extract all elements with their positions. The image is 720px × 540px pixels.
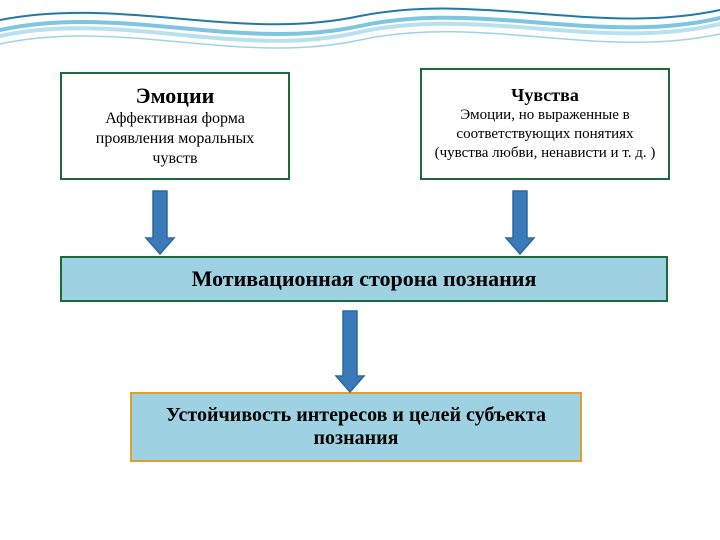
arrow-emotions-down: [144, 190, 176, 256]
emotions-box: Эмоции Аффективная форма проявления мора…: [60, 72, 290, 180]
motivation-title: Мотивационная сторона познания: [192, 266, 537, 292]
stability-box: Устойчивость интересов и целей субъекта …: [130, 392, 582, 462]
feelings-title: Чувства: [511, 85, 579, 106]
motivation-box: Мотивационная сторона познания: [60, 256, 668, 302]
arrow-motivation-down: [334, 310, 366, 394]
feelings-subtitle: Эмоции, но выраженные в соответствующих …: [432, 106, 658, 162]
emotions-title: Эмоции: [136, 83, 215, 109]
arrow-feelings-down: [504, 190, 536, 256]
emotions-subtitle: Аффективная форма проявления моральных ч…: [72, 109, 278, 169]
feelings-box: Чувства Эмоции, но выраженные в соответс…: [420, 68, 670, 180]
stability-title: Устойчивость интересов и целей субъекта …: [142, 404, 570, 450]
